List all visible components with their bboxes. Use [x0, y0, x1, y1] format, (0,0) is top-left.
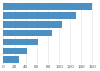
Bar [3, 56, 19, 63]
Bar [3, 30, 52, 36]
Bar [3, 21, 62, 28]
Bar [3, 12, 76, 19]
Bar [3, 39, 38, 45]
Bar [3, 48, 27, 54]
Bar [3, 3, 92, 10]
